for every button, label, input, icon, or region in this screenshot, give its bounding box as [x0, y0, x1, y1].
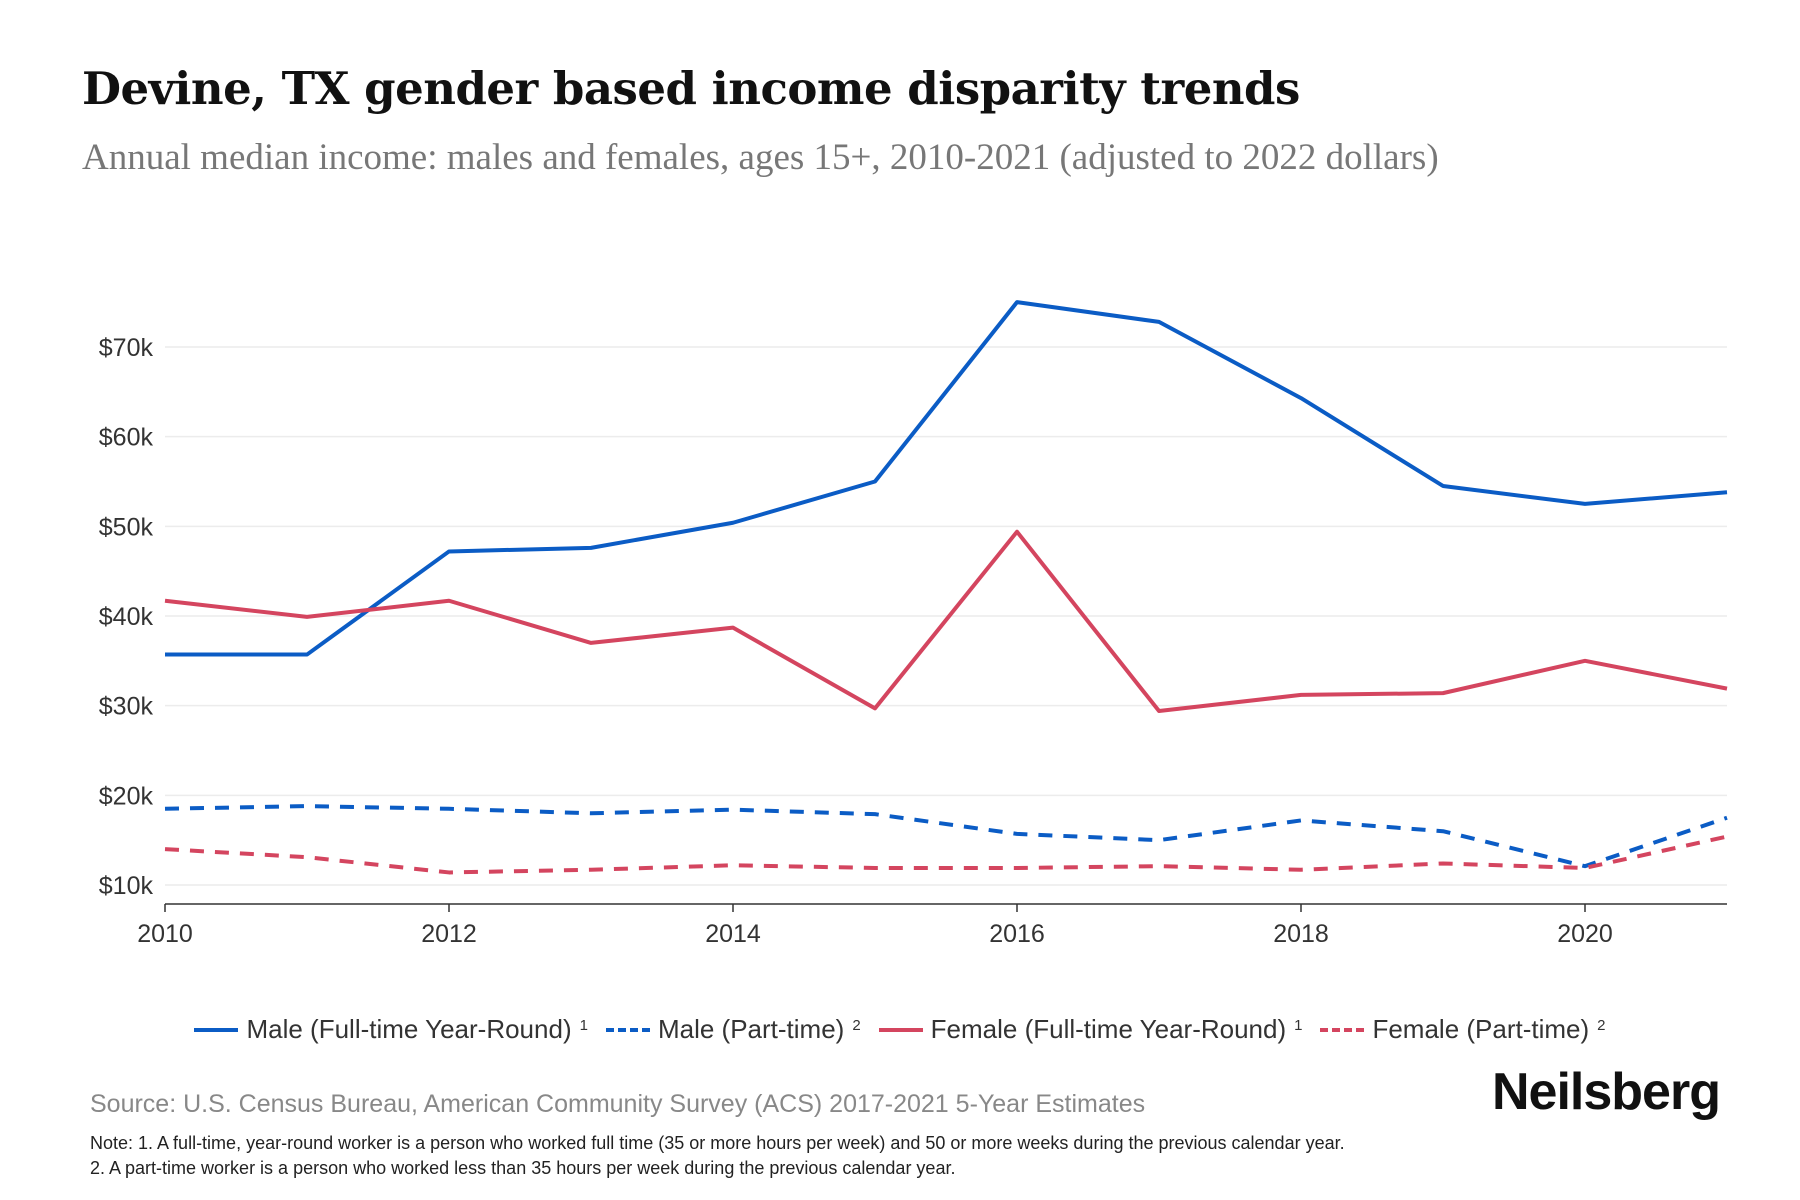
- chart-title: Devine, TX gender based income disparity…: [82, 62, 1300, 115]
- x-tick-label: 2012: [421, 920, 477, 948]
- legend: Male (Full-time Year-Round) 1 Male (Part-t…: [0, 1014, 1800, 1045]
- y-tick-label: $70k: [99, 334, 154, 362]
- legend-footnote-marker: 2: [1597, 1017, 1606, 1034]
- x-tick-label: 2020: [1557, 920, 1613, 948]
- line-chart: $10k $20k $30k $40k $50k $60k $70k 2010 2012 2014…: [99, 300, 1728, 948]
- x-tick-label: 2016: [989, 920, 1045, 948]
- x-tick-label: 2018: [1273, 920, 1329, 948]
- neilsberg-logo: Neilsberg: [1492, 1063, 1721, 1121]
- legend-label: Female (Full-time Year-Round): [930, 1014, 1287, 1044]
- legend-swatch: [1320, 1027, 1365, 1032]
- y-tick-label: $60k: [99, 424, 154, 452]
- legend-item: Female (Part-time) 2: [1320, 1014, 1606, 1045]
- y-tick-label: $10k: [99, 872, 154, 900]
- note-1: Note: 1. A full-time, year-round worker …: [90, 1133, 1345, 1153]
- y-tick-label: $20k: [99, 782, 154, 810]
- legend-label: Male (Part-time): [657, 1014, 845, 1044]
- series-line-0: [165, 300, 1728, 657]
- legend-label: Male (Full-time Year-Round): [246, 1014, 572, 1044]
- series-line-1: [164, 804, 1728, 869]
- x-tick-label: 2014: [705, 920, 761, 948]
- legend-item: Female (Full-time Year-Round) 1: [878, 1014, 1303, 1045]
- legend-footnote-marker: 2: [852, 1017, 861, 1034]
- legend-swatch: [194, 1027, 239, 1032]
- legend-swatch: [878, 1027, 923, 1032]
- legend-item: Male (Full-time Year-Round) 1: [194, 1014, 588, 1045]
- source-text: Source: U.S. Census Bureau, American Com…: [90, 1090, 1146, 1118]
- note-2: 2. A part-time worker is a person who wo…: [90, 1158, 956, 1178]
- series-line-3: [164, 834, 1728, 875]
- legend-label: Female (Part-time): [1372, 1014, 1590, 1044]
- legend-item: Male (Part-time) 2: [605, 1014, 861, 1045]
- chart-subtitle: Annual median income: males and females,…: [82, 137, 1439, 178]
- series-line-2: [164, 529, 1728, 714]
- y-tick-label: $40k: [99, 603, 154, 631]
- y-tick-label: $50k: [99, 513, 154, 541]
- legend-swatch: [605, 1027, 650, 1032]
- legend-footnote-marker: 1: [1294, 1017, 1303, 1034]
- x-tick-label: 2010: [137, 920, 193, 948]
- legend-footnote-marker: 1: [579, 1017, 588, 1034]
- y-tick-label: $30k: [99, 693, 154, 721]
